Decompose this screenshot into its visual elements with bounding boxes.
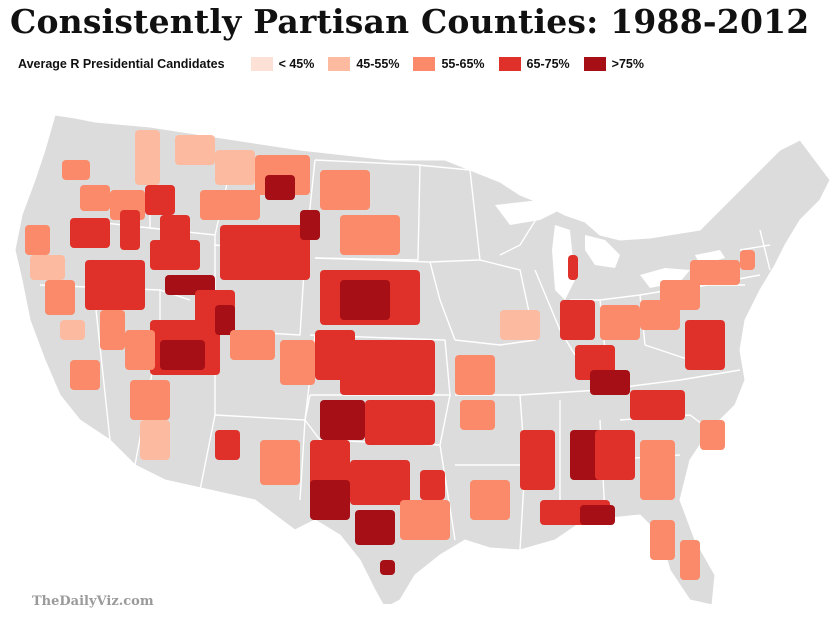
county — [320, 170, 370, 210]
county — [320, 400, 365, 440]
county — [60, 320, 85, 340]
county — [125, 330, 155, 370]
county — [365, 400, 435, 445]
county — [80, 185, 110, 211]
county — [380, 560, 395, 575]
county — [280, 340, 315, 385]
county — [310, 480, 350, 520]
legend-swatch-55-65 — [413, 57, 436, 71]
legend-swatch-gt75 — [583, 57, 606, 71]
county — [130, 380, 170, 420]
county — [175, 135, 215, 165]
county — [740, 250, 755, 270]
legend-label-gt75: >75% — [611, 57, 644, 71]
legend: Average R Presidential Candidates < 45% … — [18, 56, 658, 72]
county — [470, 480, 510, 520]
county — [85, 260, 145, 310]
county — [265, 175, 295, 200]
county — [700, 420, 725, 450]
county — [135, 130, 160, 185]
county — [70, 218, 110, 248]
county — [595, 430, 635, 480]
county — [460, 400, 495, 430]
county — [215, 150, 255, 185]
county — [340, 215, 400, 255]
county — [580, 505, 615, 525]
legend-item-lt45: < 45% — [250, 57, 315, 71]
county — [200, 190, 260, 220]
county — [230, 330, 275, 360]
county — [420, 470, 445, 500]
county — [520, 430, 555, 490]
county — [568, 255, 578, 280]
legend-swatch-45-55 — [328, 57, 351, 71]
legend-swatch-lt45 — [250, 57, 273, 71]
legend-item-55-65: 55-65% — [413, 57, 485, 71]
county — [685, 320, 725, 370]
legend-item-45-55: 45-55% — [328, 57, 399, 71]
county — [640, 440, 675, 500]
county — [160, 340, 205, 370]
county — [455, 355, 495, 395]
county — [140, 420, 170, 460]
county — [660, 280, 700, 310]
county — [340, 280, 390, 320]
county — [260, 440, 300, 485]
county — [70, 360, 100, 390]
county — [690, 260, 740, 285]
county — [215, 430, 240, 460]
legend-swatch-65-75 — [498, 57, 521, 71]
legend-label-55-65: 55-65% — [441, 57, 485, 71]
county — [680, 540, 700, 580]
county — [100, 310, 125, 350]
great-lakes — [495, 200, 725, 300]
county — [62, 160, 90, 180]
county — [25, 225, 50, 255]
county — [300, 210, 320, 240]
county — [400, 500, 450, 540]
map-title: Consistently Partisan Counties: 1988-201… — [10, 2, 810, 41]
county — [45, 280, 75, 315]
county — [220, 225, 310, 280]
legend-label-65-75: 65-75% — [526, 57, 570, 71]
us-county-map — [14, 114, 831, 604]
county — [650, 520, 675, 560]
legend-label-45-55: 45-55% — [356, 57, 400, 71]
county — [355, 510, 395, 545]
county — [590, 370, 630, 395]
county — [500, 310, 540, 340]
county — [30, 255, 65, 280]
legend-title: Average R Presidential Candidates — [18, 57, 225, 71]
county — [560, 300, 595, 340]
county — [350, 460, 410, 505]
county — [600, 305, 640, 340]
credit-text: TheDailyViz.com — [32, 594, 154, 609]
county — [150, 240, 200, 270]
county — [145, 185, 175, 215]
county — [215, 305, 235, 335]
county — [630, 390, 685, 420]
county — [340, 340, 435, 395]
legend-item-65-75: 65-75% — [498, 57, 570, 71]
county — [120, 210, 140, 250]
legend-item-gt75: >75% — [583, 57, 644, 71]
county-fills — [25, 130, 755, 580]
legend-label-lt45: < 45% — [278, 57, 315, 71]
